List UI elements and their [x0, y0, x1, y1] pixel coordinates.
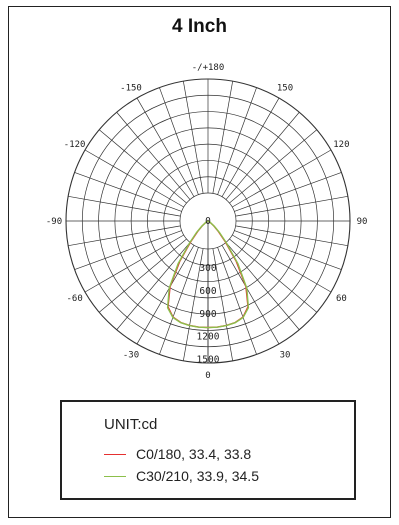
radial-tick-label: 600: [199, 286, 216, 297]
angle-tick-label: -120: [64, 140, 86, 150]
radial-tick-label: 1200: [197, 332, 220, 343]
grid-spoke: [68, 195, 181, 217]
grid-spoke: [229, 238, 318, 313]
angle-tick-label: -150: [120, 84, 142, 94]
angle-tick-label: -30: [123, 350, 139, 360]
grid-spoke: [232, 234, 332, 293]
angle-tick-label: -60: [66, 294, 82, 304]
grid-spoke: [217, 247, 257, 355]
grid-spoke: [212, 81, 234, 194]
grid-spoke: [225, 111, 300, 200]
grid-spoke: [98, 238, 187, 313]
radial-tick-label: 0: [205, 216, 211, 227]
angle-tick-label: -/+180: [192, 63, 225, 73]
grid-spoke: [84, 149, 184, 208]
angle-tick-label: 0: [205, 371, 210, 381]
angle-tick-label: 90: [357, 217, 368, 227]
legend: UNIT:cd C0/180, 33.4, 33.8 C30/210, 33.9…: [60, 400, 356, 500]
grid-spoke: [182, 248, 204, 361]
unit-label: UNIT:cd: [104, 416, 158, 433]
grid-spoke: [232, 149, 332, 208]
legend-label-c0: C0/180, 33.4, 33.8: [136, 446, 252, 462]
grid-spoke: [159, 87, 199, 195]
grid-spoke: [74, 172, 182, 212]
grid-spoke: [159, 247, 199, 355]
angle-tick-label: 60: [336, 294, 347, 304]
grid-spoke: [234, 230, 342, 270]
angle-tick-label: 30: [280, 350, 291, 360]
grid-spoke: [98, 129, 187, 204]
radial-tick-label: 900: [199, 309, 216, 320]
chart-title: 4 Inch: [172, 16, 227, 37]
grid-spoke: [212, 248, 234, 361]
legend-item-c30: C30/210, 33.9, 34.5: [104, 466, 259, 486]
grid-spoke: [234, 172, 342, 212]
grid-spoke: [229, 129, 318, 204]
grid-spoke: [136, 245, 195, 345]
grid-spoke: [221, 97, 280, 197]
grid-spoke: [217, 87, 257, 195]
grid-spoke: [225, 242, 300, 331]
series-curve-1: [166, 220, 250, 329]
grid-spoke: [74, 230, 182, 270]
legend-swatch-c0: [104, 453, 126, 455]
grid-spoke: [68, 225, 181, 247]
angle-tick-label: 120: [333, 140, 349, 150]
legend-swatch-c30: [104, 475, 126, 477]
legend-item-c0: C0/180, 33.4, 33.8: [104, 444, 251, 464]
series-curves: [166, 220, 250, 329]
polar-grid: [65, 78, 351, 364]
grid-spoke: [221, 245, 280, 345]
radial-tick-label: 300: [199, 263, 216, 274]
chart-labels: -/+1801501209060300-30-60-90-120-1500300…: [46, 63, 368, 381]
grid-spoke: [116, 242, 191, 331]
angle-tick-label: -90: [46, 217, 62, 227]
grid-spoke: [136, 97, 195, 197]
legend-label-c30: C30/210, 33.9, 34.5: [136, 468, 259, 484]
radial-tick-label: 1500: [197, 354, 220, 365]
grid-spoke: [182, 81, 204, 194]
grid-spoke: [84, 234, 184, 293]
angle-tick-label: 150: [277, 84, 293, 94]
grid-spoke: [235, 195, 348, 217]
grid-spoke: [235, 225, 348, 247]
grid-spoke: [116, 111, 191, 200]
